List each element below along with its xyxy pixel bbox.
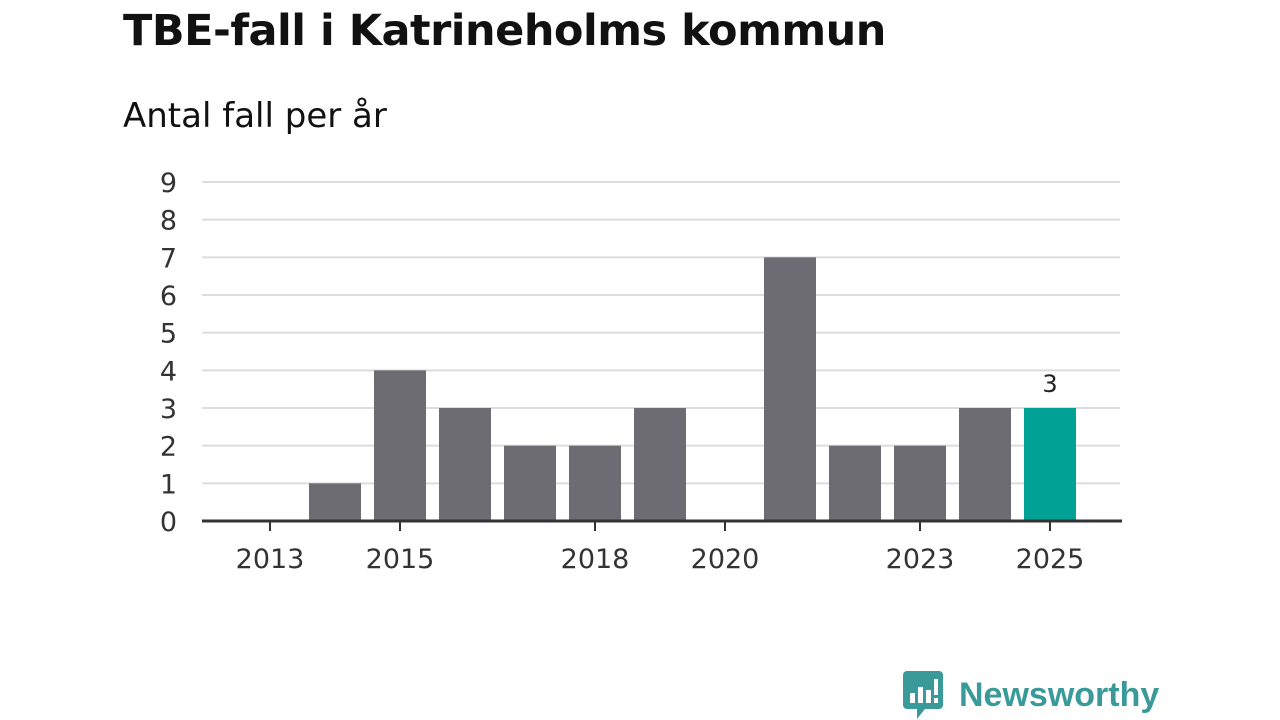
brand-logo: Newsworthy	[903, 670, 1159, 720]
bar-2017	[504, 445, 556, 521]
chart-title: TBE-fall i Katrineholms kommun	[123, 6, 886, 56]
y-tick-label: 4	[160, 356, 177, 387]
newsworthy-logo-icon	[903, 671, 943, 719]
brand-name: Newsworthy	[959, 675, 1160, 714]
y-tick-label: 9	[160, 168, 177, 199]
y-tick-label: 0	[160, 507, 177, 538]
axes	[202, 519, 1122, 531]
bar-2021	[764, 257, 816, 521]
bar-2022	[829, 445, 881, 521]
bar-2019	[634, 408, 686, 521]
y-tick-label: 6	[160, 281, 177, 312]
y-tick-label: 1	[160, 469, 177, 500]
y-tick-label: 2	[160, 432, 177, 463]
bar-2025	[1024, 408, 1076, 521]
bar-chart: 0 1 2 3 4 5 6 7 8 9 2013 2015 2018 2020 2023 2025 3	[160, 168, 1122, 575]
bar-2018	[569, 445, 621, 521]
bar-2015	[374, 370, 426, 521]
x-tick-label: 2023	[886, 544, 955, 575]
bar-2016	[439, 408, 491, 521]
bar-2024	[959, 408, 1011, 521]
y-tick-label: 8	[160, 206, 177, 237]
data-label: 3	[1042, 370, 1057, 398]
y-tick-label: 7	[160, 243, 177, 274]
bar-2023	[894, 445, 946, 521]
y-tick-label: 3	[160, 394, 177, 425]
y-tick-label: 5	[160, 319, 177, 350]
x-tick-label: 2018	[561, 544, 630, 575]
labels: 0 1 2 3 4 5 6 7 8 9 2013 2015 2018 2020 2023 2025 3	[160, 168, 1085, 575]
x-tick-label: 2013	[236, 544, 305, 575]
bar-2014	[309, 483, 361, 521]
x-tick-label: 2015	[366, 544, 435, 575]
x-tick-label: 2025	[1016, 544, 1085, 575]
x-tick-label: 2020	[691, 544, 760, 575]
chart-subtitle: Antal fall per år	[123, 96, 387, 136]
bars	[309, 257, 1076, 521]
